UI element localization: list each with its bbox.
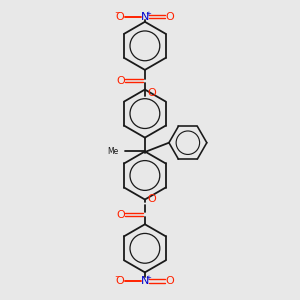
Text: −: −	[114, 10, 120, 16]
Text: O: O	[116, 210, 125, 220]
Text: O: O	[116, 12, 124, 22]
Text: O: O	[165, 12, 174, 22]
Text: N: N	[141, 276, 149, 286]
Text: N: N	[141, 12, 149, 22]
Text: +: +	[146, 11, 152, 17]
Text: Me: Me	[107, 147, 119, 156]
Text: O: O	[148, 88, 157, 98]
Text: O: O	[116, 276, 124, 286]
Text: O: O	[165, 276, 174, 286]
Text: O: O	[116, 76, 125, 86]
Text: O: O	[148, 194, 157, 204]
Text: +: +	[146, 275, 152, 281]
Text: −: −	[114, 274, 120, 280]
